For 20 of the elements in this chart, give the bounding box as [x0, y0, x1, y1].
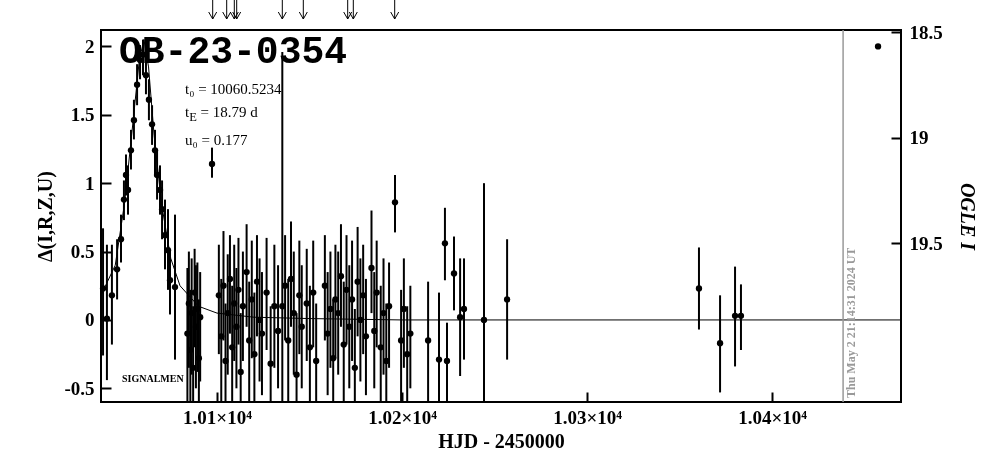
annotation: t$_{E}$ = 18.79 d	[185, 103, 259, 126]
y-axis-title: Δ(I,R,Z,U)	[34, 171, 58, 262]
y-tick-label: -0.5	[64, 377, 95, 399]
x-tick-label: 1.03×10⁴	[553, 406, 623, 428]
x-tick-label: 1.01×10⁴	[183, 406, 253, 428]
x-axis-title: HJD - 2450000	[438, 429, 565, 452]
annotation: u₀ = 0.177	[185, 131, 249, 150]
annotation: Thu May 2 21:14:31 2024 UT	[844, 247, 859, 398]
annotation: SIGNALMEN	[122, 373, 184, 384]
x-tick-label: 1.04×10⁴	[738, 406, 808, 428]
y2-tick-label: 19	[909, 127, 929, 149]
y-tick-label: 1.5	[70, 104, 95, 126]
y-tick-label: 0	[85, 309, 95, 331]
y2-tick-label: 19.5	[909, 232, 943, 254]
y-tick-label: 2	[85, 35, 95, 57]
y2-axis-title: OGLE I	[956, 182, 979, 252]
y-tick-label: 1	[85, 172, 95, 194]
y2-tick-label: 18.5	[909, 21, 943, 43]
x-tick-label: 1.02×10⁴	[368, 406, 438, 428]
y-tick-label: 0.5	[70, 241, 95, 263]
